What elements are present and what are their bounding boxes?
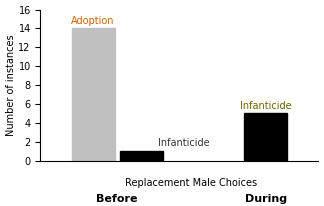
Y-axis label: Number of instances: Number of instances	[6, 34, 16, 136]
Text: Replacement Male Choices: Replacement Male Choices	[125, 178, 258, 188]
Text: Before: Before	[96, 194, 138, 204]
Bar	[120, 151, 163, 161]
Text: Infanticide: Infanticide	[158, 138, 210, 148]
Text: Infanticide: Infanticide	[240, 101, 292, 111]
Bar	[244, 114, 287, 161]
Bar	[72, 28, 115, 161]
Text: During: During	[245, 194, 287, 204]
Text: Adoption: Adoption	[71, 16, 115, 26]
